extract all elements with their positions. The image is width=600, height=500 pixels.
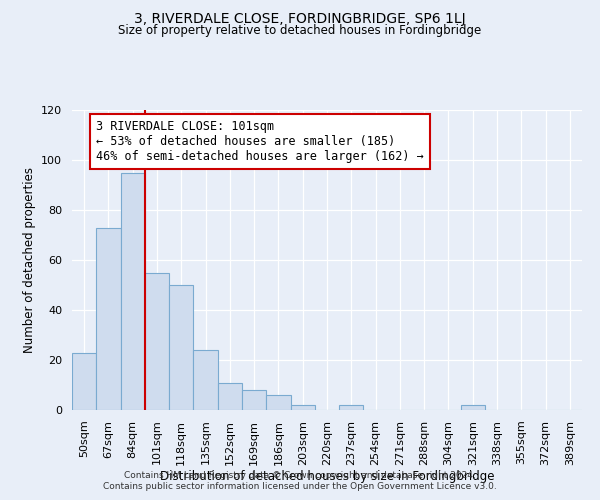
Bar: [339, 405, 364, 410]
Bar: [145, 272, 169, 410]
Text: Size of property relative to detached houses in Fordingbridge: Size of property relative to detached ho…: [118, 24, 482, 37]
Bar: [218, 382, 242, 410]
Bar: [266, 395, 290, 410]
Text: Contains HM Land Registry data © Crown copyright and database right 2024.: Contains HM Land Registry data © Crown c…: [124, 471, 476, 480]
Bar: [121, 172, 145, 410]
Bar: [96, 228, 121, 410]
Text: 3 RIVERDALE CLOSE: 101sqm
← 53% of detached houses are smaller (185)
46% of semi: 3 RIVERDALE CLOSE: 101sqm ← 53% of detac…: [96, 120, 424, 163]
X-axis label: Distribution of detached houses by size in Fordingbridge: Distribution of detached houses by size …: [160, 470, 494, 484]
Bar: [193, 350, 218, 410]
Bar: [169, 285, 193, 410]
Bar: [290, 405, 315, 410]
Text: 3, RIVERDALE CLOSE, FORDINGBRIDGE, SP6 1LJ: 3, RIVERDALE CLOSE, FORDINGBRIDGE, SP6 1…: [134, 12, 466, 26]
Y-axis label: Number of detached properties: Number of detached properties: [23, 167, 35, 353]
Text: Contains public sector information licensed under the Open Government Licence v3: Contains public sector information licen…: [103, 482, 497, 491]
Bar: [72, 352, 96, 410]
Bar: [242, 390, 266, 410]
Bar: [461, 405, 485, 410]
